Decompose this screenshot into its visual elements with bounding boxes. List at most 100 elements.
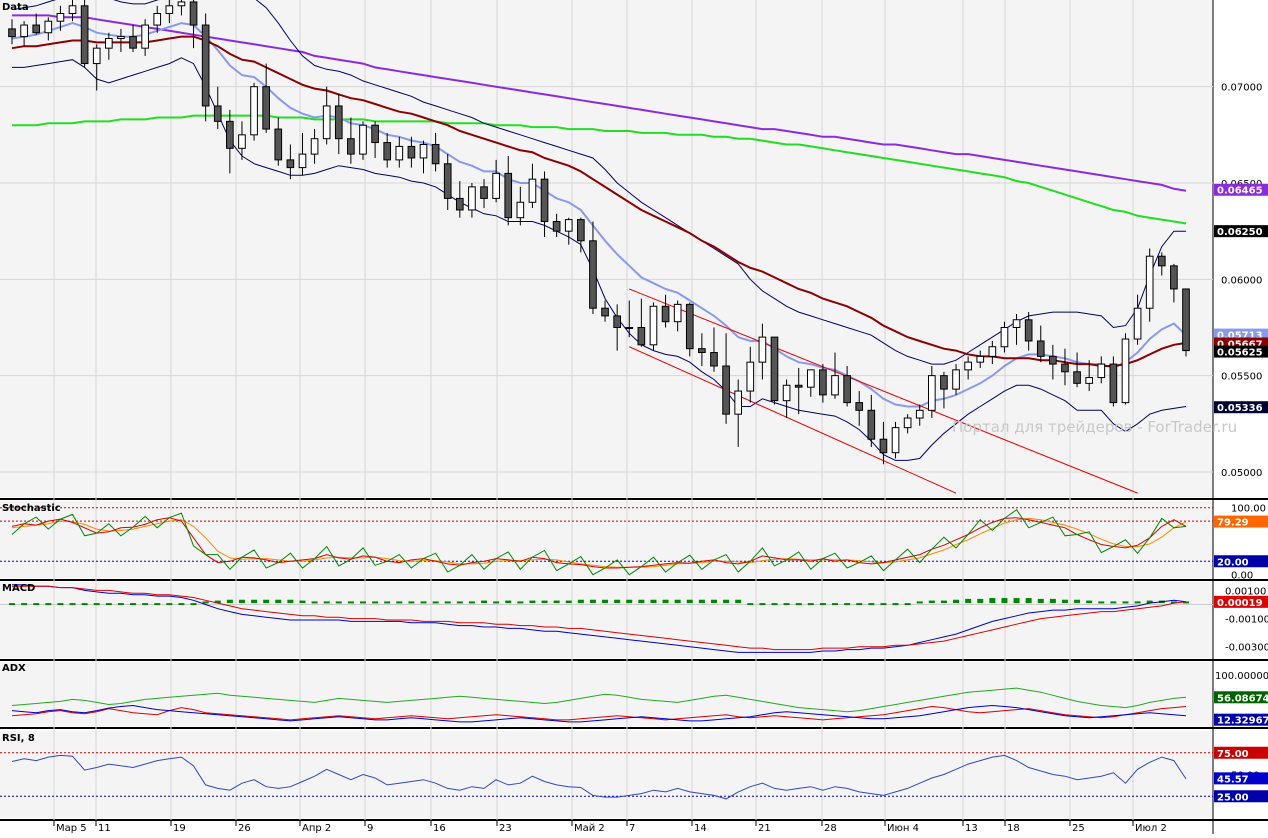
- macd-histogram-bar: [977, 598, 984, 604]
- candle-body: [625, 326, 634, 329]
- rsi-line: [11, 754, 1187, 800]
- time-tick-label: 7: [629, 823, 635, 834]
- candle-body: [347, 138, 355, 155]
- candle-body: [903, 417, 912, 429]
- candle-body: [637, 326, 646, 346]
- macd-histogram-bar: [1013, 598, 1020, 604]
- value-badge: [1214, 790, 1268, 803]
- candle-body: [20, 24, 28, 38]
- time-tick-label: 11: [98, 823, 111, 834]
- macd-signal-line: [12, 585, 1187, 651]
- candle-body: [129, 36, 137, 49]
- candle-body: [540, 178, 549, 223]
- macd-histogram-bar: [408, 601, 415, 604]
- candle-body: [334, 105, 343, 140]
- price-tick-label: 0.05000: [1221, 468, 1262, 479]
- candle-body: [419, 143, 428, 159]
- macd-histogram-bar: [178, 603, 185, 606]
- candle-body: [1109, 363, 1118, 404]
- macd-histogram-bar: [602, 599, 609, 604]
- value-badge-text: 75.00: [1217, 749, 1249, 760]
- macd-histogram-bar: [856, 603, 863, 606]
- ma-green-line: [12, 114, 1187, 225]
- candle-body: [310, 138, 319, 155]
- price-tick-label: 0.05500: [1221, 372, 1262, 383]
- candle-body: [794, 384, 803, 388]
- candle-body: [952, 369, 960, 390]
- time-tick-label: Апр 2: [302, 823, 331, 834]
- candle-body: [746, 361, 755, 392]
- candle-body: [153, 12, 162, 26]
- macd-histogram-bar: [686, 599, 693, 604]
- candle-body: [831, 375, 839, 396]
- value-badge: [1214, 401, 1268, 414]
- candle-body: [1182, 288, 1190, 352]
- macd-histogram-bar: [154, 603, 161, 606]
- macd-histogram-bar: [238, 599, 245, 604]
- candle-body: [661, 305, 670, 323]
- macd-histogram-bar: [650, 599, 657, 604]
- candle-body: [1049, 355, 1057, 365]
- candle-body: [589, 240, 597, 309]
- time-tick-label: 13: [965, 823, 978, 834]
- macd-histogram-bar: [735, 599, 742, 604]
- macd-histogram-bar: [626, 599, 633, 604]
- stochastic-panel-label: Stochastic: [2, 503, 61, 514]
- candle-body: [322, 105, 331, 140]
- macd-histogram-bar: [81, 603, 88, 606]
- candle-body: [56, 12, 65, 22]
- candle-body: [1170, 265, 1178, 290]
- candle-body: [613, 315, 621, 328]
- candle-body: [915, 409, 924, 419]
- stochastic-tick-label: 100.00: [1231, 504, 1266, 515]
- candle-body: [504, 172, 513, 219]
- macd-histogram-bar: [1086, 600, 1093, 604]
- candle-body: [431, 143, 440, 165]
- time-tick-label: 25: [1072, 823, 1085, 834]
- value-badge-text: 56.08674: [1217, 693, 1268, 704]
- macd-histogram-bar: [1074, 599, 1081, 604]
- candle-body: [722, 365, 730, 415]
- macd-histogram-bar: [45, 603, 52, 606]
- candle-body: [44, 20, 53, 34]
- stochastic-fast-line: [11, 508, 1187, 576]
- bollinger-upper-line: [11, 0, 1186, 365]
- macd-histogram-bar: [529, 600, 536, 604]
- candle-body: [1073, 371, 1081, 384]
- candle-body: [782, 384, 791, 402]
- macd-histogram-bar: [444, 601, 451, 604]
- value-badge-text: 20.00: [1217, 557, 1249, 568]
- macd-histogram-bar: [33, 603, 40, 606]
- macd-histogram-bar: [311, 601, 318, 604]
- macd-histogram-bar: [468, 601, 475, 604]
- time-tick-label: 19: [173, 823, 186, 834]
- candle-body: [250, 86, 258, 136]
- macd-histogram-bar: [565, 600, 572, 604]
- value-badge-text: 0.00019: [1217, 598, 1263, 609]
- macd-histogram-bar: [57, 603, 64, 606]
- candle-body: [964, 361, 972, 371]
- macd-histogram-bar: [965, 598, 972, 604]
- candle-body: [492, 172, 500, 199]
- value-badge-text: 79.29: [1217, 518, 1249, 529]
- time-tick-label: 14: [694, 823, 707, 834]
- candle-body: [177, 1, 186, 7]
- price-tick-label: 0.07000: [1221, 83, 1262, 94]
- candle-body: [685, 303, 694, 350]
- candle-body: [8, 28, 16, 38]
- macd-histogram-bar: [844, 603, 851, 606]
- value-badge: [1214, 713, 1268, 726]
- value-badge: [1214, 515, 1268, 528]
- macd-histogram-bar: [674, 599, 681, 604]
- candle-body: [843, 375, 851, 404]
- time-tick-label: 21: [758, 823, 771, 834]
- adx-panel-label: ADX: [2, 663, 26, 674]
- macd-histogram-bar: [1122, 601, 1129, 604]
- macd-histogram-bar: [589, 599, 596, 604]
- macd-histogram-bar: [517, 601, 524, 604]
- macd-histogram-bar: [226, 599, 233, 604]
- macd-main-line: [12, 584, 1187, 653]
- macd-histogram-bar: [832, 603, 839, 606]
- macd-histogram-bar: [747, 603, 754, 606]
- stochastic-tick-label: 0.00: [1231, 571, 1253, 582]
